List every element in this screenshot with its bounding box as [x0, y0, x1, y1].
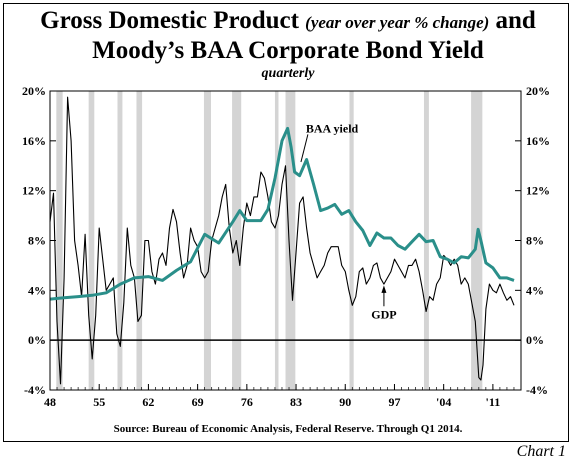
y-tick-label-right: 8% [526, 234, 544, 248]
y-tick-label-left: 0% [28, 333, 46, 347]
y-tick-label-right: 12% [526, 184, 550, 198]
y-tick-label-right: -4% [526, 383, 548, 397]
recession-band [136, 91, 143, 390]
chart-title-line2: Moody’s BAA Corporate Bond Yield [92, 37, 484, 64]
recession-band [117, 91, 123, 390]
gdp-annotation: GDP [371, 307, 396, 321]
y-tick-label-right: 0% [526, 333, 544, 347]
x-tick-label: 69 [192, 395, 204, 409]
recession-band [56, 91, 63, 390]
recession-band [88, 91, 95, 390]
chart-title: Gross Domestic Product (year over year %… [0, 6, 576, 37]
title-and-text: and [495, 7, 536, 34]
y-tick-label-left: 8% [28, 234, 46, 248]
recession-band [203, 91, 211, 390]
x-tick-label: 62 [142, 395, 154, 409]
baa-yield-line [49, 126, 515, 301]
baa-annotation-arrow [300, 134, 309, 163]
title-paren-text: (year over year % change) [305, 13, 490, 32]
chart-frame [3, 3, 569, 442]
y-tick-label-left: 12% [22, 184, 46, 198]
x-tick-label: 90 [339, 395, 351, 409]
x-tick-label: 97 [388, 395, 400, 409]
y-tick-label-left: 4% [28, 283, 46, 297]
recession-band [274, 91, 279, 390]
y-tick-label-left: 20% [22, 84, 46, 98]
y-tick-label-right: 4% [526, 283, 544, 297]
y-tick-label-right: 16% [526, 134, 550, 148]
x-tick-label: 76 [241, 395, 253, 409]
series-lines [49, 96, 515, 385]
y-tick-label-right: 20% [526, 84, 550, 98]
gdp-arrow-head [381, 285, 387, 293]
gdp-line [49, 96, 515, 385]
recession-band [285, 91, 296, 390]
axes: -4% -4% 0% 0% 4% 4% 8% 8% 12% 12% 16% 16% 20% 20% 48 55… [22, 84, 550, 409]
source-note: Source: Bureau of Economic Analysis, Fed… [113, 423, 463, 435]
recession-band [349, 91, 354, 390]
y-tick-label-left: -4% [24, 383, 46, 397]
y-tick-label-left: 16% [22, 134, 46, 148]
chart-subtitle: quarterly [261, 66, 315, 81]
annotations: BAA yield GDP [300, 121, 397, 321]
x-tick-label: '04 [436, 395, 451, 409]
x-tick-label: 48 [44, 395, 56, 409]
x-tick-label: 55 [93, 395, 105, 409]
x-tick-label: '11 [486, 395, 501, 409]
x-tick-label: 83 [290, 395, 302, 409]
title-main-text: Gross Domestic Product [40, 7, 299, 34]
baa-yield-annotation: BAA yield [306, 121, 359, 135]
chart-number-label: Chart 1 [516, 443, 566, 460]
